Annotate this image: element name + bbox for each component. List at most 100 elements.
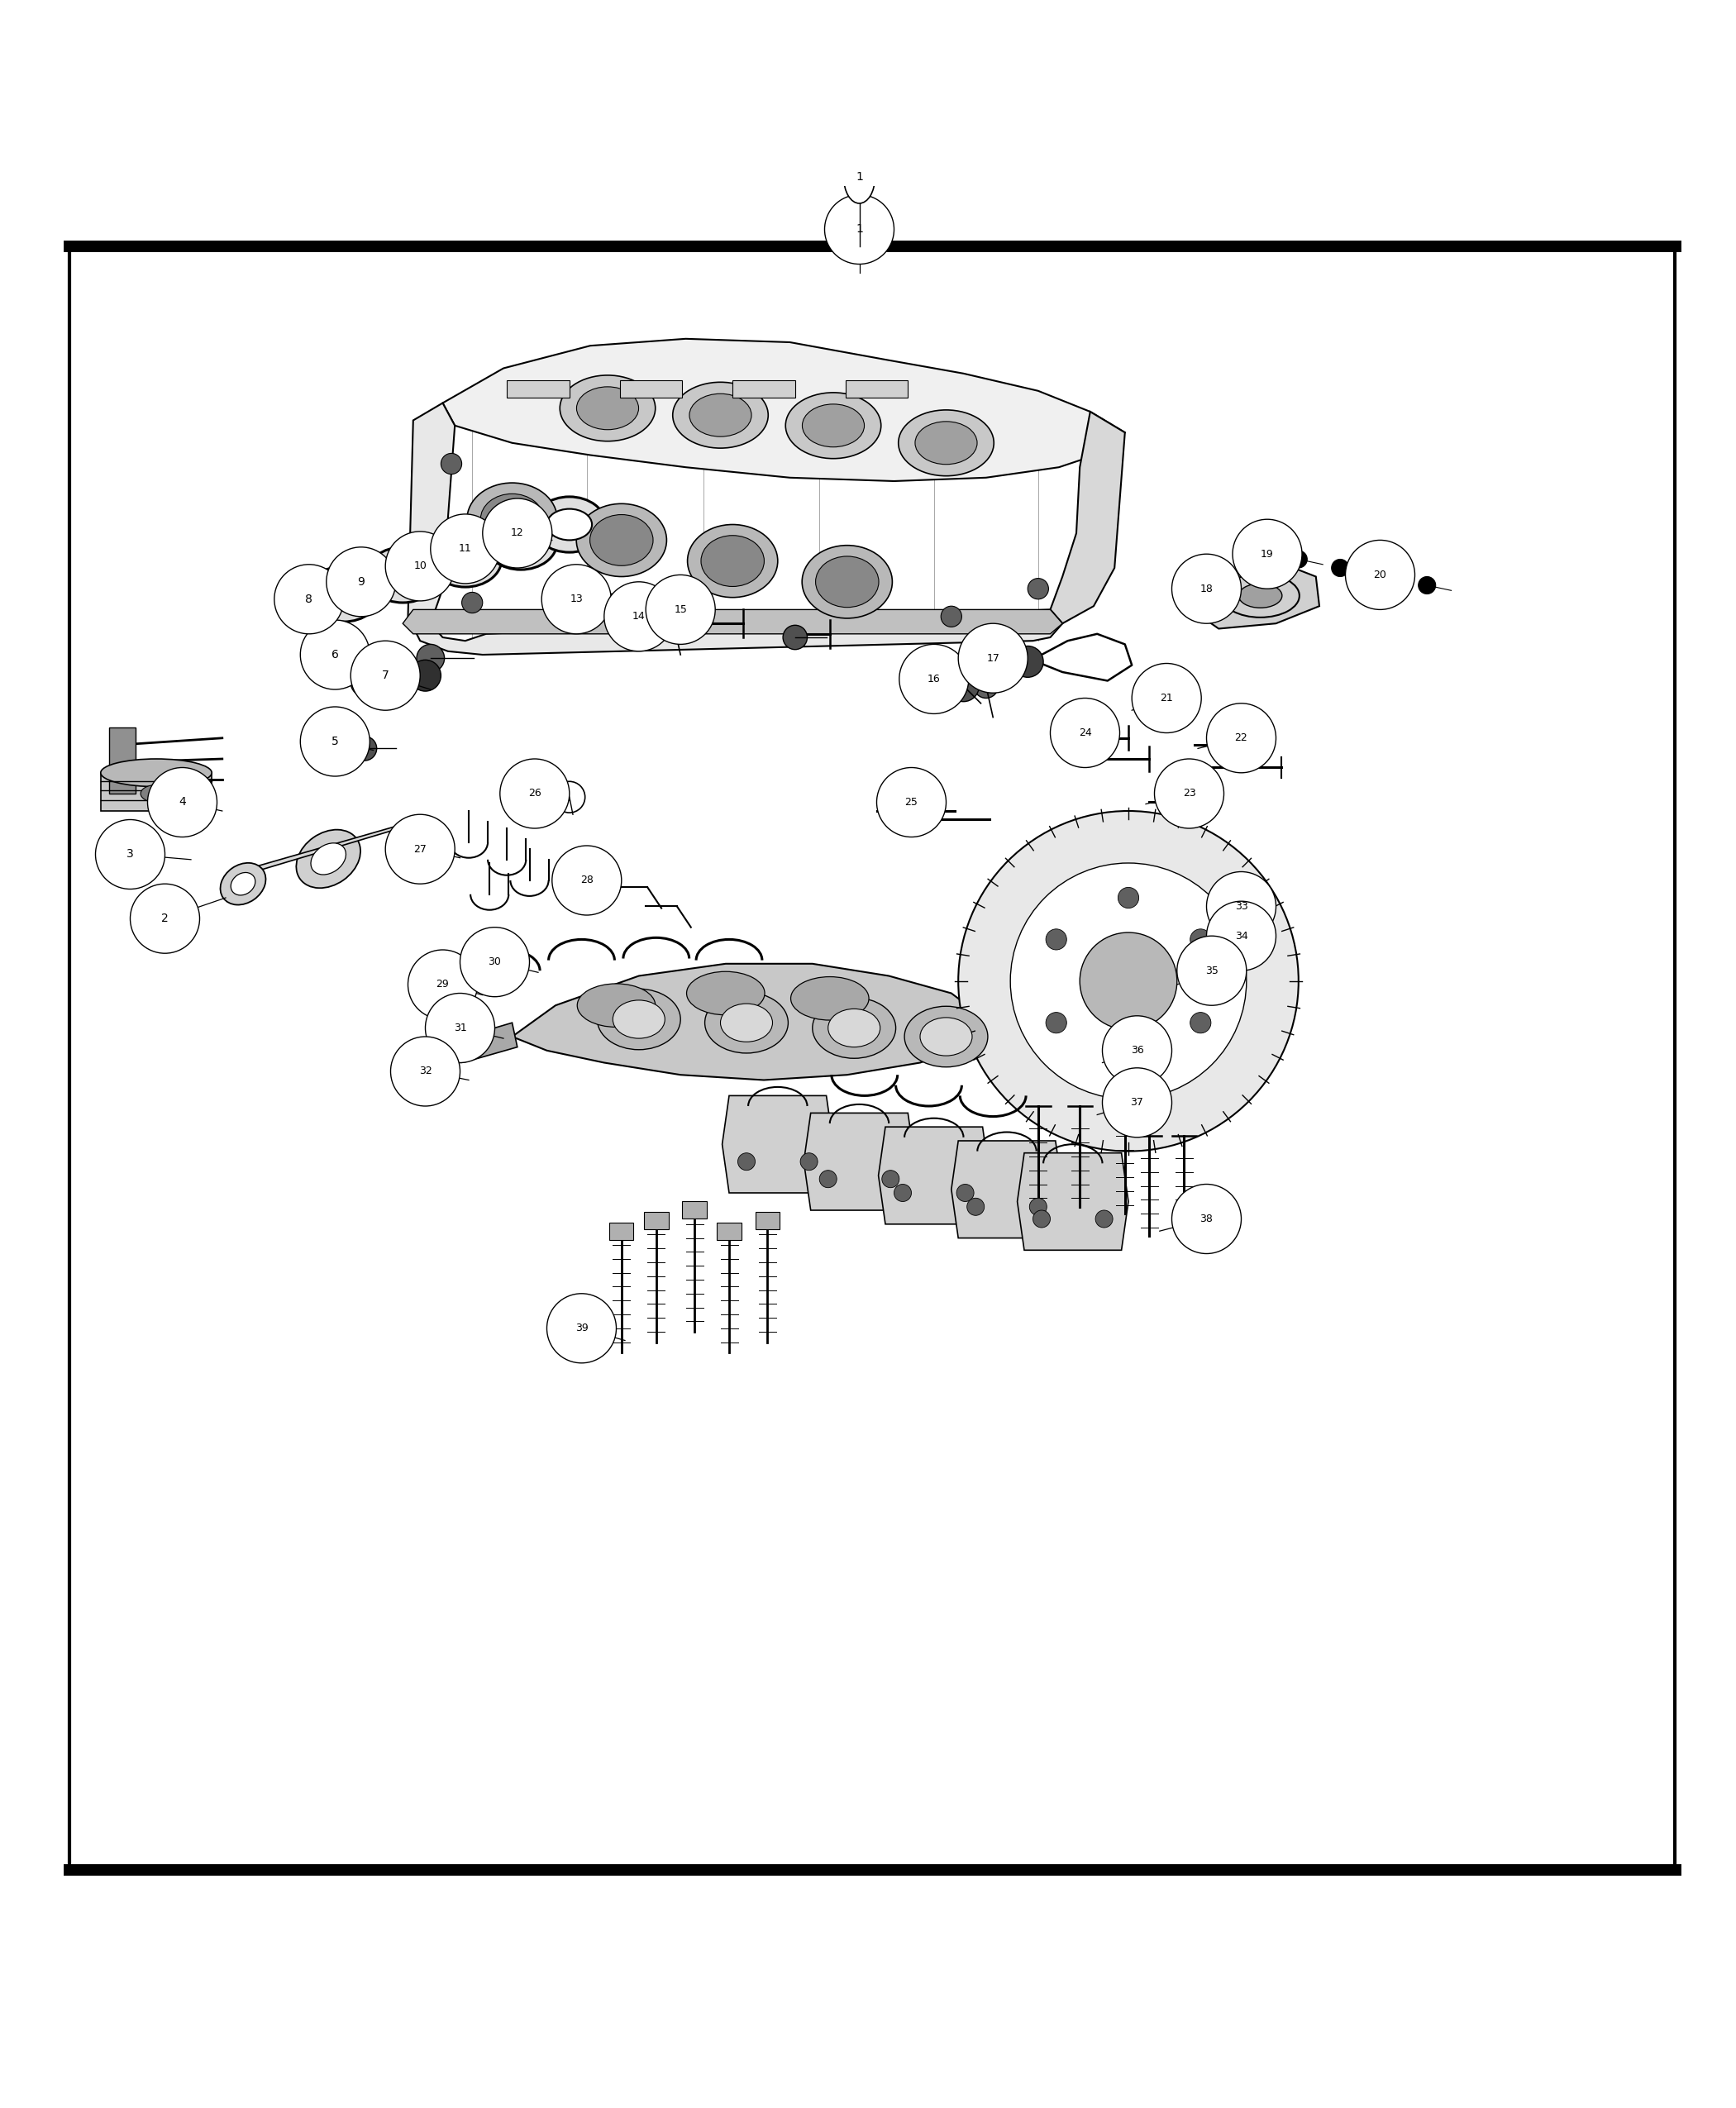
Ellipse shape bbox=[443, 1035, 477, 1062]
Ellipse shape bbox=[705, 993, 788, 1054]
Circle shape bbox=[1172, 1185, 1241, 1254]
Ellipse shape bbox=[547, 508, 592, 540]
Ellipse shape bbox=[498, 527, 543, 557]
Ellipse shape bbox=[701, 535, 764, 586]
Circle shape bbox=[1418, 578, 1436, 594]
Ellipse shape bbox=[380, 559, 425, 590]
Circle shape bbox=[800, 1153, 818, 1170]
Ellipse shape bbox=[915, 422, 977, 464]
Circle shape bbox=[1050, 698, 1120, 767]
Circle shape bbox=[351, 668, 378, 696]
Circle shape bbox=[958, 624, 1028, 694]
Circle shape bbox=[974, 675, 998, 698]
Text: 16: 16 bbox=[927, 675, 941, 685]
Text: 6: 6 bbox=[332, 649, 339, 660]
Polygon shape bbox=[512, 963, 986, 1079]
Ellipse shape bbox=[790, 976, 868, 1020]
Ellipse shape bbox=[674, 382, 767, 449]
Ellipse shape bbox=[1238, 584, 1281, 607]
Ellipse shape bbox=[484, 514, 557, 569]
Text: 34: 34 bbox=[1234, 930, 1248, 942]
Text: 38: 38 bbox=[1200, 1214, 1213, 1225]
Ellipse shape bbox=[141, 784, 172, 803]
Text: 18: 18 bbox=[1200, 584, 1213, 594]
Circle shape bbox=[410, 660, 441, 691]
Circle shape bbox=[417, 645, 444, 672]
Polygon shape bbox=[1201, 565, 1319, 628]
Text: 22: 22 bbox=[1234, 734, 1248, 744]
Polygon shape bbox=[443, 339, 1125, 481]
Text: 13: 13 bbox=[569, 594, 583, 605]
Ellipse shape bbox=[559, 375, 656, 441]
Ellipse shape bbox=[802, 546, 892, 618]
Circle shape bbox=[1290, 550, 1307, 567]
Text: 29: 29 bbox=[436, 980, 450, 991]
Circle shape bbox=[1177, 936, 1246, 1006]
Text: 3: 3 bbox=[127, 850, 134, 860]
Ellipse shape bbox=[576, 984, 656, 1027]
Circle shape bbox=[783, 626, 807, 649]
Polygon shape bbox=[403, 609, 1062, 635]
Text: 39: 39 bbox=[575, 1324, 589, 1334]
Ellipse shape bbox=[904, 1006, 988, 1067]
Circle shape bbox=[1118, 887, 1139, 909]
Circle shape bbox=[738, 1153, 755, 1170]
Polygon shape bbox=[1017, 1153, 1128, 1250]
Circle shape bbox=[1010, 862, 1246, 1098]
Ellipse shape bbox=[812, 997, 896, 1058]
Circle shape bbox=[646, 575, 715, 645]
Polygon shape bbox=[804, 1113, 915, 1210]
Circle shape bbox=[391, 1037, 460, 1107]
Text: 28: 28 bbox=[580, 875, 594, 885]
Bar bbox=[717, 1223, 741, 1240]
Circle shape bbox=[1207, 873, 1276, 940]
Text: 7: 7 bbox=[382, 670, 389, 681]
Ellipse shape bbox=[220, 862, 266, 904]
Bar bbox=[609, 1223, 634, 1240]
Circle shape bbox=[552, 845, 621, 915]
Circle shape bbox=[148, 767, 217, 837]
Polygon shape bbox=[951, 1140, 1062, 1237]
Ellipse shape bbox=[590, 514, 653, 565]
Text: 20: 20 bbox=[1373, 569, 1387, 580]
Text: 8: 8 bbox=[306, 592, 312, 605]
Ellipse shape bbox=[592, 594, 630, 618]
Ellipse shape bbox=[720, 1003, 773, 1041]
Ellipse shape bbox=[899, 409, 993, 476]
Ellipse shape bbox=[366, 548, 439, 603]
Polygon shape bbox=[408, 403, 1062, 656]
Ellipse shape bbox=[481, 493, 543, 544]
Circle shape bbox=[825, 194, 894, 264]
Text: 1: 1 bbox=[856, 223, 863, 236]
Circle shape bbox=[483, 497, 552, 567]
Polygon shape bbox=[101, 774, 212, 812]
Circle shape bbox=[385, 531, 455, 601]
Circle shape bbox=[957, 1185, 974, 1202]
Text: 12: 12 bbox=[510, 527, 524, 538]
Text: 2: 2 bbox=[161, 913, 168, 925]
Polygon shape bbox=[722, 1096, 833, 1193]
Text: 24: 24 bbox=[1078, 727, 1092, 738]
Ellipse shape bbox=[844, 152, 875, 202]
Ellipse shape bbox=[597, 989, 681, 1050]
Circle shape bbox=[1028, 578, 1049, 599]
Circle shape bbox=[941, 607, 962, 626]
Circle shape bbox=[300, 620, 370, 689]
Polygon shape bbox=[226, 820, 427, 875]
Ellipse shape bbox=[429, 531, 502, 586]
Bar bbox=[733, 379, 795, 398]
Circle shape bbox=[1033, 1210, 1050, 1227]
Bar bbox=[507, 379, 569, 398]
Text: 30: 30 bbox=[488, 957, 502, 968]
Ellipse shape bbox=[297, 831, 361, 887]
Ellipse shape bbox=[686, 972, 764, 1014]
Text: 5: 5 bbox=[332, 736, 339, 748]
Text: 37: 37 bbox=[1130, 1098, 1144, 1109]
Circle shape bbox=[1029, 1197, 1047, 1216]
Circle shape bbox=[819, 1170, 837, 1187]
Circle shape bbox=[1380, 567, 1397, 586]
Circle shape bbox=[1233, 519, 1302, 588]
Ellipse shape bbox=[321, 578, 366, 609]
Text: 25: 25 bbox=[904, 797, 918, 807]
Bar bbox=[620, 379, 682, 398]
